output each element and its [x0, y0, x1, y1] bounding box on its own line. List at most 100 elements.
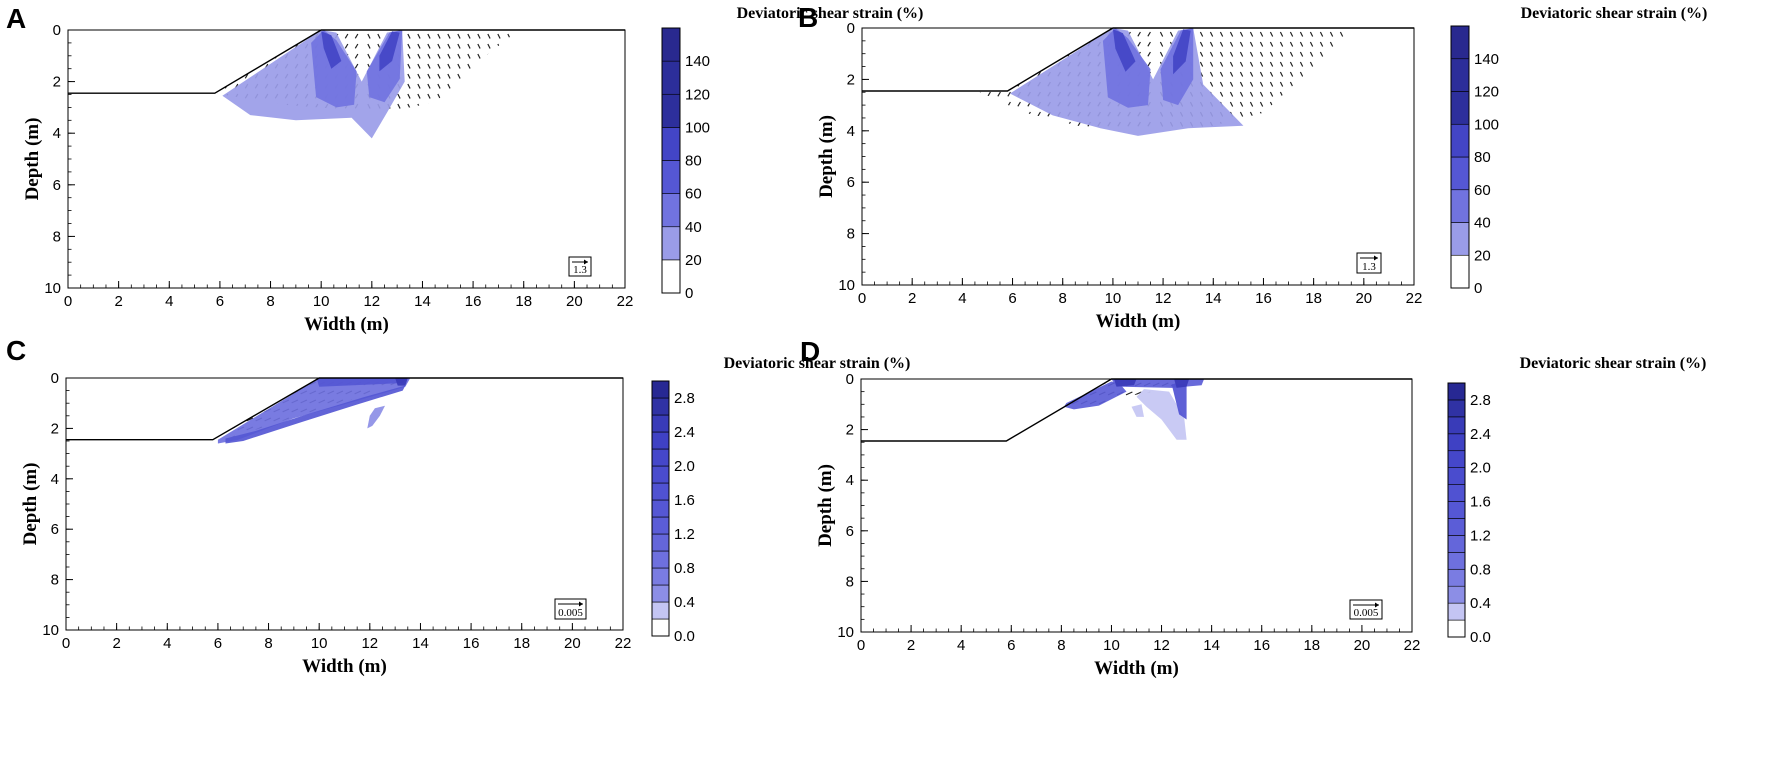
x-tick-label: 16 — [1253, 637, 1270, 654]
displacement-vector — [1219, 71, 1224, 77]
colorbar-segment — [661, 60, 681, 95]
colorbar-segment — [651, 516, 670, 535]
y-tick-label: 0 — [847, 20, 855, 37]
x-tick-label: 0 — [858, 290, 866, 307]
x-tick-label: 2 — [112, 635, 120, 652]
colorbar-segment — [1447, 399, 1466, 418]
displacement-vector — [397, 93, 401, 99]
x-tick-label: 14 — [412, 635, 429, 652]
displacement-vector — [1309, 41, 1314, 47]
displacement-vector — [1147, 41, 1151, 47]
displacement-vector — [1309, 31, 1314, 37]
displacement-vector — [447, 33, 451, 39]
y-axis: 0 2 4 6 8 10 — [44, 22, 75, 297]
strain-region — [217, 378, 411, 444]
displacement-vector — [1159, 41, 1164, 47]
displacement-vector — [1239, 101, 1244, 107]
displacement-vector — [1147, 51, 1151, 57]
displacement-vector — [1219, 81, 1224, 87]
colorbar-segment — [651, 431, 670, 450]
displacement-vector — [1299, 71, 1304, 77]
colorbar-label: 20 — [1474, 247, 1491, 264]
displacement-vector — [1329, 41, 1334, 47]
x-tick-label: 6 — [214, 635, 222, 652]
displacement-vector — [1289, 51, 1294, 57]
colorbar-label: 0 — [1474, 280, 1482, 297]
colorbar-segment — [1447, 501, 1466, 519]
displacement-vector — [1249, 101, 1254, 107]
colorbar-label: 40 — [1474, 215, 1491, 232]
displacement-vector — [1219, 51, 1224, 57]
displacement-vector — [367, 33, 371, 39]
displacement-vector — [447, 43, 451, 49]
strain-region — [316, 378, 408, 387]
displacement-vector — [1169, 31, 1174, 37]
panel-letter: B — [798, 2, 818, 33]
panel-letter: D — [800, 336, 820, 367]
displacement-vector — [1229, 71, 1234, 77]
y-tick-label: 10 — [44, 280, 61, 297]
x-axis-label: Width (m) — [1094, 658, 1179, 679]
colorbar-segment — [1447, 585, 1466, 604]
y-tick-label: 10 — [837, 624, 854, 641]
x-tick-label: 0 — [62, 635, 70, 652]
displacement-vector — [1249, 81, 1254, 87]
displacement-vector — [1249, 31, 1254, 37]
displacement-vector — [1289, 81, 1294, 87]
displacement-vector — [407, 53, 411, 59]
reference-vector-arrowhead — [579, 601, 583, 607]
displacement-vector — [367, 43, 371, 49]
displacement-vector — [1209, 51, 1214, 57]
x-tick-label: 16 — [463, 635, 480, 652]
displacement-vector — [1239, 91, 1244, 97]
displacement-vector — [447, 83, 451, 89]
colorbar-segment — [651, 465, 670, 484]
y-tick-label: 2 — [51, 420, 59, 437]
displacement-vector — [427, 63, 431, 69]
colorbar-segment — [661, 259, 681, 294]
colorbar-segment — [1450, 189, 1470, 223]
colorbar-label: 1.2 — [674, 526, 695, 543]
reference-vector-arrowhead — [1375, 602, 1379, 608]
displacement-vector — [1037, 111, 1041, 117]
displacement-vector — [354, 43, 359, 49]
displacement-vector — [1289, 71, 1294, 77]
x-tick-label: 10 — [311, 635, 328, 652]
displacement-vector — [1147, 61, 1151, 67]
colorbar-segment — [661, 226, 681, 261]
displacement-vector — [1279, 51, 1284, 57]
displacement-vector — [457, 33, 461, 39]
colorbar-frame — [651, 380, 670, 637]
colorbar-label: 0.8 — [1470, 561, 1491, 578]
colorbar-segment — [651, 533, 670, 552]
displacement-vector — [417, 43, 421, 49]
displacement-vector — [1289, 61, 1294, 67]
plot-area — [66, 378, 623, 630]
displacement-vector — [417, 33, 421, 39]
x-tick-label: 20 — [564, 635, 581, 652]
colorbar-segment — [651, 567, 670, 586]
displacement-vector — [457, 53, 461, 59]
displacement-vector — [487, 43, 491, 49]
displacement-vector — [377, 33, 381, 39]
x-tick-label: 14 — [414, 293, 431, 310]
displacement-vector — [417, 93, 421, 99]
displacement-vector — [1199, 51, 1204, 57]
colorbar-label: 40 — [685, 219, 702, 236]
displacement-vector — [427, 33, 431, 39]
displacement-vector — [1199, 41, 1204, 47]
colorbar-segment — [1447, 382, 1466, 401]
reference-vector-arrowhead — [1374, 255, 1378, 261]
colorbar-segment — [1450, 91, 1470, 125]
reference-vector: 0.005 — [554, 598, 587, 620]
displacement-vector — [987, 91, 991, 97]
colorbar: 0 20 40 60 80 100 120 140 Deviatoric shear strai… — [1450, 5, 1707, 297]
displacement-vector — [1229, 31, 1234, 37]
colorbar-title: Deviatoric shear strain (%) — [724, 355, 911, 372]
displacement-vector — [1319, 41, 1324, 47]
y-tick-label: 2 — [847, 71, 855, 88]
x-tick-label: 8 — [264, 635, 272, 652]
displacement-vector — [1239, 71, 1244, 77]
y-tick-label: 2 — [53, 74, 61, 91]
